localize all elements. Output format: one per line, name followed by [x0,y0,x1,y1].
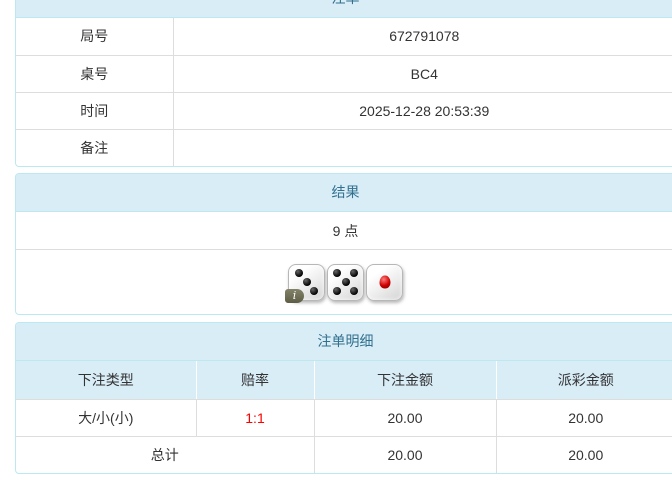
result-panel: 结果 9 点 i [15,173,672,315]
odds-value: 1:1 [196,399,315,437]
time-value: 2025-12-28 20:53:39 [173,92,672,130]
total-bet-amount: 20.00 [314,436,497,473]
die-pip [379,275,390,289]
round-number-value: 672791078 [173,18,672,56]
result-title: 结果 [16,174,672,212]
bet-info-table: 局号 672791078 桌号 BC4 时间 2025-12-28 20:53:… [16,18,672,166]
total-payout-amount: 20.00 [568,446,604,463]
result-points: 9 点 [16,212,672,250]
die-pip [341,278,350,286]
bet-type-value: 大/小(小) [16,399,197,437]
bet-amount-value: 20.00 [314,399,497,437]
payout-amount-value: 20.00 [496,399,672,437]
table-row: 时间 2025-12-28 20:53:39 [16,92,672,130]
bet-detail-title: 注单明细 [16,323,672,361]
bet-info-panel: 注单 局号 672791078 桌号 BC4 时间 2025-12-28 20:… [15,0,672,167]
col-payout-amount: 派彩金额 [495,361,672,400]
die-pip [349,268,358,277]
round-number-label: 局号 [16,18,174,56]
table-row: 备注 [16,129,672,166]
bet-slip-dialog: 注单 局号 672791078 桌号 BC4 时间 2025-12-28 20:… [15,0,672,474]
col-odds: 赔率 [195,361,314,400]
die-face-1 [366,263,403,301]
die-face-3: i [285,263,325,303]
bet-info-title: 注单 [16,0,672,18]
table-row: 桌号 BC4 [16,55,672,93]
die-pip [294,268,303,277]
die-pip [310,287,319,296]
table-number-label: 桌号 [16,55,174,93]
time-label: 时间 [16,92,174,130]
die-pip [349,287,358,296]
die-face-5 [327,263,364,301]
table-row: 大/小(小) 1:1 20.00 20.00 [16,399,672,437]
table-header-row: 下注类型 赔率 下注金额 派彩金额 [16,361,672,400]
table-row: 局号 672791078 [16,18,672,56]
bet-detail-table: 下注类型 赔率 下注金额 派彩金额 大/小(小) 1:1 20.00 20.00… [16,361,672,473]
die-pip [333,287,342,296]
dice-container: i [16,250,672,314]
total-label: 总计 [16,436,315,473]
info-icon[interactable]: i [285,288,304,303]
die-pip [333,268,342,277]
die-pip [302,278,311,286]
table-number-value: BC4 [173,55,672,93]
remark-label: 备注 [16,129,174,166]
total-row: 总计 20.00 20.00 [16,436,672,473]
col-bet-type: 下注类型 [16,361,196,400]
bet-detail-panel: 注单明细 下注类型 赔率 下注金额 派彩金额 大/小(小) 1:1 20.00 … [15,322,672,474]
col-bet-amount: 下注金额 [313,361,496,400]
remark-value [173,129,672,166]
